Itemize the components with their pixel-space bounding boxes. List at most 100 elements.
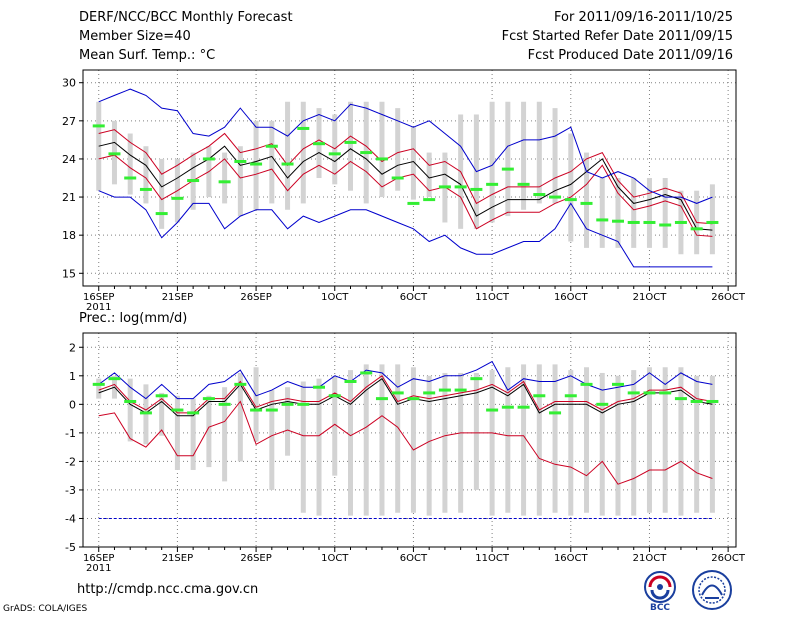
x-tick-label: 26OCT <box>711 292 746 303</box>
x-tick-label: 16OCT <box>554 292 589 303</box>
y-tick-label: 15 <box>62 267 76 280</box>
spread-box <box>237 372 243 462</box>
x-tick-label: 21SEP <box>162 292 193 303</box>
spread-box <box>568 133 574 242</box>
x-tick-label: 6OCT <box>400 553 428 564</box>
spread-box <box>442 372 448 513</box>
spread-box <box>410 127 416 200</box>
x-tick-label: 16SEP <box>83 292 114 303</box>
y-tick-label: 24 <box>62 153 76 166</box>
spread-box <box>521 364 527 516</box>
spread-box <box>316 378 322 516</box>
series-line-max <box>98 360 713 400</box>
precip-title: Prec.: log(mm/d) <box>79 311 187 326</box>
spread-box <box>505 101 511 217</box>
refer-date: Fcst Started Refer Date 2011/09/15 <box>501 29 733 44</box>
spread-box <box>662 367 668 513</box>
spread-box <box>521 101 527 210</box>
x-year-label: 2011 <box>86 563 111 574</box>
y-tick-label: 18 <box>62 229 76 242</box>
spread-box <box>584 152 590 248</box>
x-tick-label: 26OCT <box>711 553 746 564</box>
spread-box <box>489 370 495 516</box>
y-tick-label: 2 <box>69 341 76 354</box>
chart-title: DERF/NCC/BCC Monthly Forecast <box>79 10 293 25</box>
spread-box <box>536 101 542 204</box>
y-tick-label: 1 <box>69 370 76 383</box>
source-url[interactable]: http://cmdp.ncc.cma.gov.cn <box>77 582 259 597</box>
bcc-logo-text: BCC <box>650 603 670 612</box>
spread-box <box>300 101 306 204</box>
panel-prec: -5 -4 -3 -2 -1 0 1 2 16SEP 21SEP 26SEP 1OCT 6OCT 11OC… <box>65 311 746 574</box>
spread-box <box>269 120 275 204</box>
spread-box <box>253 367 259 442</box>
spread-box <box>489 101 495 223</box>
bcc-logo-icon: BCC <box>644 571 676 612</box>
ncc-logo-icon <box>692 570 732 610</box>
x-tick-label: 21SEP <box>162 553 193 564</box>
spread-box <box>143 146 149 204</box>
series-line-max <box>98 88 713 204</box>
spread-box <box>395 364 401 513</box>
spread-box <box>347 101 353 191</box>
series-line-mean-plus-sd <box>98 375 713 414</box>
y-tick-label: -1 <box>65 427 76 440</box>
spread-box <box>473 372 479 490</box>
member-size: Member Size=40 <box>79 29 191 44</box>
series-line-min <box>98 190 713 268</box>
plot-frame <box>82 69 737 287</box>
y-tick-label: -5 <box>65 541 76 554</box>
spread-box <box>631 178 637 248</box>
x-tick-label: 21OCT <box>633 553 668 564</box>
x-tick-label: 1OCT <box>321 553 349 564</box>
spread-box <box>159 392 165 436</box>
spread-box <box>536 364 542 516</box>
spread-box <box>584 367 590 513</box>
spread-box <box>615 375 621 516</box>
spread-box <box>127 378 133 442</box>
spread-box <box>222 152 228 204</box>
y-tick-label: -3 <box>65 484 76 497</box>
spread-box <box>379 364 385 516</box>
header-right: For 2011/09/16-2011/10/25 Fcst Started R… <box>502 10 733 67</box>
y-tick-label: 21 <box>62 191 76 204</box>
spread-box <box>174 395 180 470</box>
spread-box <box>300 381 306 513</box>
panel-temp: 15 18 21 24 27 30 16SEP 21SEP 26SEP 1OCT 6OCT 11OCT… <box>62 69 746 313</box>
spread-box <box>96 378 102 399</box>
spread-box <box>237 146 243 217</box>
spread-box <box>159 158 165 229</box>
y-tick-label: 30 <box>62 77 76 90</box>
y-tick-label: -2 <box>65 455 76 468</box>
spread-box <box>410 367 416 513</box>
produced-date: Fcst Produced Date 2011/09/16 <box>527 48 733 63</box>
spread-box <box>615 178 621 248</box>
y-tick-label: 27 <box>62 115 76 128</box>
spread-box <box>426 375 432 516</box>
header-left: DERF/NCC/BCC Monthly Forecast Member Siz… <box>79 10 293 67</box>
x-tick-label: 6OCT <box>400 292 428 303</box>
spread-box <box>363 364 369 516</box>
spread-box <box>631 370 637 516</box>
spread-box <box>285 101 291 210</box>
grads-credit: GrADS: COLA/IGES <box>3 604 88 614</box>
spread-box <box>646 367 652 513</box>
y-tick-label: -4 <box>65 512 76 525</box>
series-line-mean-minus-sd <box>98 400 713 485</box>
plot-frame <box>82 332 737 548</box>
spread-box <box>505 367 511 513</box>
x-tick-label: 11OCT <box>475 553 510 564</box>
series-line-ensemble-mean <box>98 141 713 231</box>
series-line-mean-plus-sd <box>98 129 713 225</box>
spread-box <box>332 375 338 476</box>
x-tick-label: 26SEP <box>240 292 271 303</box>
spread-box <box>568 370 574 516</box>
spread-box <box>552 108 558 204</box>
spread-box <box>285 387 291 456</box>
spread-box <box>332 114 338 185</box>
spread-box <box>395 108 401 191</box>
variable-label: Mean Surf. Temp.: °C <box>79 48 216 63</box>
spread-box <box>599 178 605 248</box>
x-tick-label: 21OCT <box>633 292 668 303</box>
